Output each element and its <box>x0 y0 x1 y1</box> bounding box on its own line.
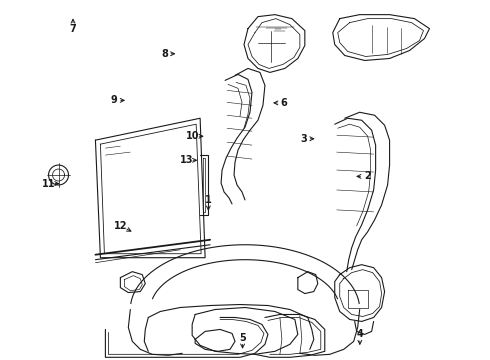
Text: 1: 1 <box>205 195 212 205</box>
Text: 8: 8 <box>161 49 168 59</box>
Text: 4: 4 <box>356 329 363 339</box>
Text: 7: 7 <box>70 24 76 35</box>
Text: 5: 5 <box>239 333 246 343</box>
Text: 3: 3 <box>300 134 307 144</box>
Text: 12: 12 <box>114 221 127 231</box>
Text: 9: 9 <box>111 95 118 105</box>
Text: 11: 11 <box>42 179 55 189</box>
Text: 13: 13 <box>180 155 193 165</box>
Text: 6: 6 <box>281 98 288 108</box>
Text: 10: 10 <box>186 131 199 141</box>
Text: 2: 2 <box>364 171 370 181</box>
